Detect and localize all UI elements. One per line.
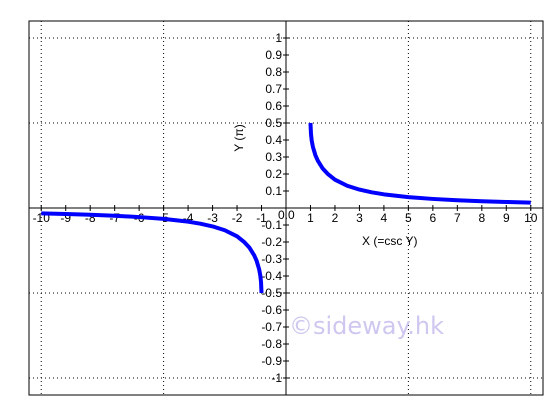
series-line-2 — [41, 211, 264, 294]
x-tick-label: 7 — [454, 211, 461, 225]
y-tick-label: -0.7 — [261, 320, 282, 334]
y-tick-label: 0.5 — [265, 116, 282, 130]
x-tick-label: 1 — [307, 211, 314, 225]
y-tick-label: -0.3 — [261, 252, 282, 266]
x-tick-label: 2 — [332, 211, 339, 225]
y-tick-label: -0.5 — [261, 286, 282, 300]
y-tick-label: 0.7 — [265, 82, 282, 96]
y-tick-label: -0.1 — [261, 218, 282, 232]
x-tick-label: 6 — [430, 211, 437, 225]
y-tick-label: -0.4 — [261, 269, 282, 283]
x-tick-label: -1 — [256, 211, 267, 225]
y-tick-label: 0.1 — [265, 184, 282, 198]
x-tick-label: 4 — [381, 211, 388, 225]
x-tick-label: -3 — [207, 211, 218, 225]
y-tick-label: -0.2 — [261, 235, 282, 249]
y-tick-label: 0.8 — [265, 65, 282, 79]
x-tick-label: -9 — [60, 211, 71, 225]
y-tick-label: 1 — [275, 31, 282, 45]
x-tick-label: 3 — [356, 211, 363, 225]
y-tick-label: -0.9 — [261, 354, 282, 368]
y-tick-label: -0.6 — [261, 303, 282, 317]
y-tick-labels: -1 -0.9 -0.8 -0.7 -0.6 -0.5 -0.4 -0.3 -0.2 -0.1 0.… — [261, 31, 282, 385]
y-axis-label: Y (π) — [232, 124, 246, 151]
x-tick-label: 5 — [405, 211, 412, 225]
origin-label: 0.0 — [278, 208, 295, 222]
y-tick-label: 0.3 — [265, 150, 282, 164]
series-line-1 — [308, 122, 531, 205]
y-tick-label: 0.4 — [265, 133, 282, 147]
x-tick-label: -2 — [232, 211, 243, 225]
x-tick-label: 10 — [524, 211, 538, 225]
watermark: ©sideway.hk — [289, 312, 444, 340]
y-tick-label: -1 — [271, 371, 282, 385]
x-tick-label: 9 — [503, 211, 510, 225]
y-tick-label: 0.9 — [265, 48, 282, 62]
tick-marks — [40, 37, 532, 379]
x-tick-label: 8 — [478, 211, 485, 225]
y-tick-label: -0.8 — [261, 337, 282, 351]
x-axis-label: X (=csc Y) — [362, 234, 417, 248]
y-tick-label: 0.2 — [265, 167, 282, 181]
y-tick-label: 0.6 — [265, 99, 282, 113]
data-series — [41, 122, 531, 294]
x-tick-label: -7 — [109, 211, 120, 225]
x-tick-label: -4 — [183, 211, 194, 225]
x-tick-label: -8 — [85, 211, 96, 225]
